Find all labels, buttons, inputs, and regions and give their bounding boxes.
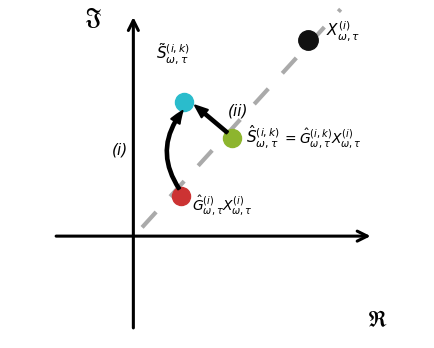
Text: $\tilde{S}^{(i,k)}_{\omega,\tau}$: $\tilde{S}^{(i,k)}_{\omega,\tau}$ <box>156 42 190 68</box>
Text: $\mathfrak{R}$: $\mathfrak{R}$ <box>367 309 387 331</box>
FancyArrowPatch shape <box>195 105 228 134</box>
Text: $\mathfrak{J}$: $\mathfrak{J}$ <box>84 6 102 30</box>
Text: (ii): (ii) <box>228 103 248 119</box>
FancyArrowPatch shape <box>165 111 183 189</box>
Text: $X^{(i)}_{\omega,\tau}$: $X^{(i)}_{\omega,\tau}$ <box>326 19 360 43</box>
Text: $\hat{G}^{(i)}_{\omega,\tau}X^{(i)}_{\omega,\tau}$: $\hat{G}^{(i)}_{\omega,\tau}X^{(i)}_{\om… <box>191 193 252 218</box>
Text: $\hat{S}^{(i,k)}_{\omega,\tau}$: $\hat{S}^{(i,k)}_{\omega,\tau}$ <box>246 125 280 151</box>
Text: $= \hat{G}^{(i,k)}_{\omega,\tau}X^{(i)}_{\omega,\tau}$: $= \hat{G}^{(i,k)}_{\omega,\tau}X^{(i)}_… <box>283 126 362 150</box>
Text: (i): (i) <box>112 143 128 158</box>
